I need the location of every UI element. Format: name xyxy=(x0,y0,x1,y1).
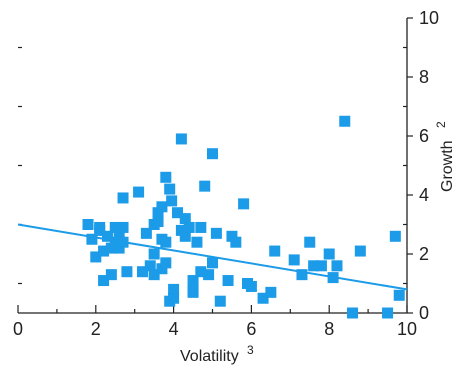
data-point xyxy=(179,213,191,225)
data-point xyxy=(210,227,222,239)
data-point xyxy=(156,263,168,275)
data-point xyxy=(245,280,257,292)
data-point xyxy=(152,216,164,228)
y-tick-label: 10 xyxy=(419,8,439,28)
data-point xyxy=(308,260,320,272)
data-point xyxy=(148,248,160,260)
y-tick-label: 6 xyxy=(419,126,429,146)
data-point xyxy=(296,269,308,281)
data-point xyxy=(160,236,172,248)
data-point xyxy=(144,260,156,272)
data-point xyxy=(101,230,113,242)
data-point xyxy=(257,292,269,304)
trend-layer xyxy=(17,223,408,291)
data-point xyxy=(195,266,207,278)
data-point xyxy=(315,260,327,272)
x-tick-label: 6 xyxy=(246,319,256,339)
data-point xyxy=(98,245,110,257)
data-point xyxy=(269,245,281,257)
data-point xyxy=(230,236,242,248)
y-tick-label: 2 xyxy=(419,244,429,264)
data-point xyxy=(179,230,191,242)
data-point xyxy=(86,233,98,245)
data-point xyxy=(207,148,218,160)
data-point xyxy=(214,295,226,307)
data-point xyxy=(331,260,343,272)
data-point xyxy=(183,221,195,233)
data-point xyxy=(304,236,316,248)
data-point xyxy=(175,133,187,145)
data-point xyxy=(339,115,351,127)
data-point xyxy=(187,275,199,287)
y-tick-label: 8 xyxy=(419,67,429,87)
data-point xyxy=(327,272,339,284)
data-point xyxy=(117,236,129,248)
data-point xyxy=(238,198,250,210)
data-point xyxy=(191,236,203,248)
data-point xyxy=(133,186,145,198)
data-point xyxy=(160,257,172,269)
data-point xyxy=(105,242,117,254)
axes-layer xyxy=(18,18,408,314)
x-tick-label: 4 xyxy=(169,319,179,339)
data-point xyxy=(168,292,180,304)
data-point xyxy=(389,230,401,242)
data-point xyxy=(121,266,133,278)
data-point xyxy=(393,289,405,301)
y-axis-label-superscript: 2 xyxy=(434,121,448,128)
data-point xyxy=(347,307,359,319)
y-tick-label: 0 xyxy=(419,303,429,323)
data-point xyxy=(98,275,110,287)
data-point xyxy=(136,266,148,278)
data-point xyxy=(168,283,180,295)
data-point xyxy=(148,269,160,281)
x-tick-label: 8 xyxy=(324,319,334,339)
points-layer xyxy=(82,115,405,319)
x-tick-label: 0 xyxy=(13,319,23,339)
y-tick-label: 4 xyxy=(419,185,429,205)
data-point xyxy=(113,242,125,254)
data-point xyxy=(175,224,187,236)
data-point xyxy=(382,307,394,319)
x-axis-label-superscript: 3 xyxy=(247,343,254,357)
data-point xyxy=(117,192,129,204)
labels-layer: Volatility 3 Growth 2 xyxy=(180,121,456,365)
data-point xyxy=(222,275,234,287)
data-point xyxy=(199,180,211,192)
data-point xyxy=(160,171,172,183)
data-point xyxy=(109,221,121,233)
y-axis-label: Growth xyxy=(439,140,456,192)
data-point xyxy=(94,221,106,233)
data-point xyxy=(156,201,168,213)
data-point xyxy=(109,236,121,248)
trend-line xyxy=(17,223,408,291)
data-point xyxy=(171,207,183,219)
data-point xyxy=(265,286,277,298)
data-point xyxy=(207,257,218,269)
data-point xyxy=(226,230,238,242)
data-point xyxy=(164,183,176,195)
x-axis-label: Volatility xyxy=(180,348,239,365)
data-point xyxy=(203,269,215,281)
data-point xyxy=(288,254,300,266)
data-point xyxy=(166,195,178,207)
x-tick-label: 2 xyxy=(91,319,101,339)
data-point xyxy=(90,251,102,263)
data-point xyxy=(195,221,207,233)
data-point xyxy=(354,245,366,257)
data-point xyxy=(152,207,164,219)
data-point xyxy=(117,221,129,233)
data-point xyxy=(105,269,117,281)
data-point xyxy=(323,248,335,260)
data-point xyxy=(187,283,199,295)
data-point xyxy=(82,219,94,230)
data-point xyxy=(140,227,152,239)
data-point xyxy=(113,230,125,242)
x-tick-label: 10 xyxy=(397,319,417,339)
